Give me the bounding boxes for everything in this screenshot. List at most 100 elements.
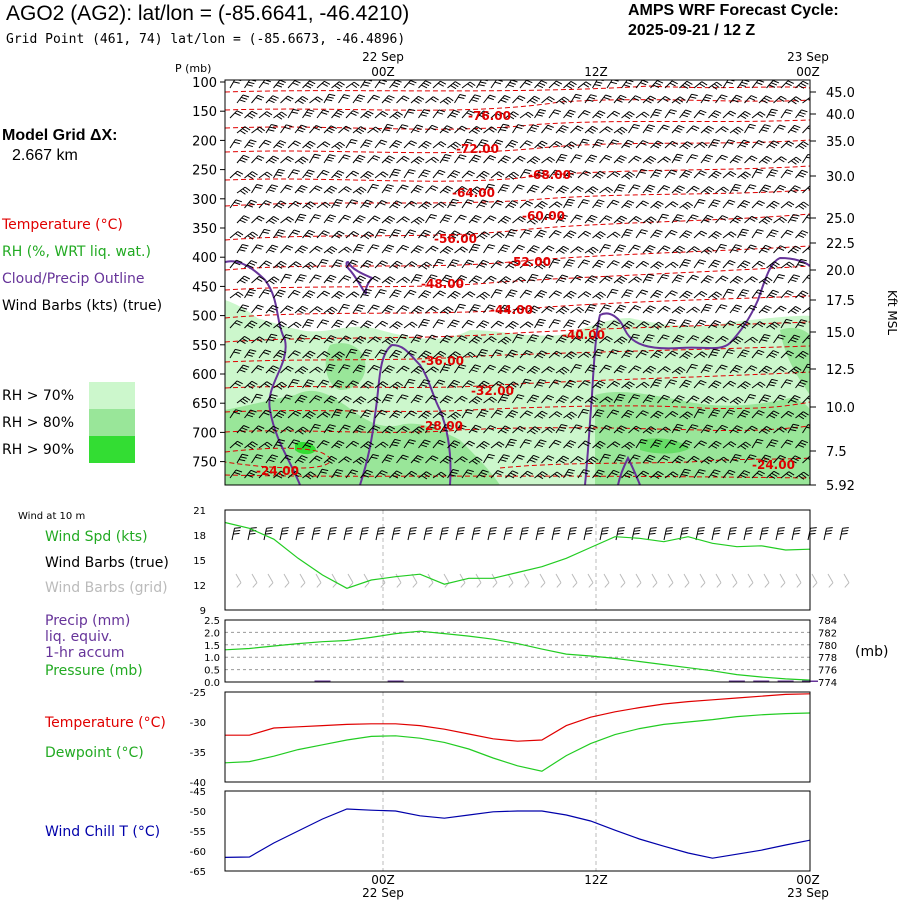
wind-barb-800 (229, 380, 243, 389)
wind-barb-951 (686, 424, 699, 434)
wind-barb-905 (592, 409, 605, 419)
wind-barb-57 (483, 94, 496, 104)
wind-barb-361 (251, 215, 265, 224)
wind-barb-960 (229, 440, 244, 449)
wind-barb-754 (722, 349, 735, 359)
top-time-label-1: 12Z (584, 65, 608, 79)
wind-barb-1076 (751, 470, 765, 479)
wind-barb-618 (497, 304, 511, 314)
wind-barb-1074 (722, 469, 736, 479)
wind-barb-356 (751, 200, 765, 209)
pressure-tick-780: 780 (818, 641, 837, 652)
wind-barb-879 (802, 395, 810, 404)
wind-barb-53 (425, 96, 439, 104)
wind-barb-381 (541, 213, 553, 224)
top-time-label-0: 00Z (371, 65, 395, 79)
wind-barb-824 (577, 380, 591, 389)
wind-barb-834 (722, 380, 737, 389)
temperature-legend-label: Temperature (°C) (2, 217, 123, 233)
wind-barb-357 (766, 200, 780, 209)
wind-barb-527 (338, 275, 352, 284)
pressure-tick-776: 776 (818, 666, 837, 677)
wind-barb-1042 (258, 470, 272, 479)
wind-barb-566 (316, 290, 331, 299)
wind-barb-892 (403, 410, 417, 419)
wind-barb-514 (722, 260, 736, 269)
wind-barb-1061 (534, 471, 548, 480)
wind-barb-89 (360, 110, 374, 119)
wind-barb-571 (389, 289, 402, 299)
wind-barb-830 (664, 379, 677, 389)
wind-barb-226 (613, 155, 627, 164)
wind-barb-369 (367, 215, 381, 224)
wind-barb-51 (396, 95, 410, 104)
wind-barb-290 (381, 184, 394, 194)
wind-barb-867 (628, 394, 641, 404)
wind10m-tick-15: 15 (193, 556, 206, 567)
wind-barb-487 (331, 259, 344, 269)
wind-barb-433 (708, 230, 722, 240)
wind-barb-498 (490, 260, 504, 269)
contour-label-36: -36.00 (421, 354, 464, 368)
wind-barb-115 (737, 110, 751, 120)
wind-barb-170 (374, 139, 388, 149)
wind-barb-847 (338, 395, 352, 404)
wind-barb-549 (657, 274, 670, 284)
wind10m-barb-20 (551, 527, 561, 541)
wind-barb-908 (635, 410, 649, 419)
wind-barb-78 (787, 96, 802, 105)
wind-barb-888 (345, 409, 358, 419)
wind-barb-1002 (265, 454, 279, 464)
wind10m-barb-1 (247, 527, 257, 541)
wind-barb-189 (650, 140, 664, 149)
wind-barb-472 (700, 246, 715, 255)
wind-barb-583 (563, 290, 577, 299)
wind-barb-1037 (773, 455, 787, 464)
wind-barb-117 (766, 108, 778, 119)
wind-barb-856 (468, 396, 483, 405)
wind-barb-984 (577, 440, 591, 449)
wind-barb-581 (534, 290, 548, 299)
height-tick-20.0: 20.0 (826, 264, 855, 279)
wind-barb-530 (381, 276, 396, 285)
wind-barb-388 (642, 216, 657, 225)
wind10m-yaxis: 21 18 15 12 9 (193, 506, 206, 617)
wind-barb-106 (606, 110, 621, 119)
wind-barb-461 (541, 245, 555, 254)
wind-barb-405 (302, 229, 315, 239)
wind-barb-370 (381, 215, 396, 224)
wind-barb-803 (273, 381, 287, 390)
wind-barb-417 (476, 231, 490, 240)
wind-barb-151 (686, 125, 700, 134)
wind-barb-39 (795, 80, 809, 89)
wind-barb-925 (309, 423, 321, 434)
wind-barb-111 (679, 109, 692, 119)
wind-barb-930 (381, 425, 396, 434)
wind-barb-844 (294, 394, 308, 404)
wind-barb-682 (265, 333, 278, 344)
wind-barb-658 (490, 320, 505, 329)
precip-tick-2.5: 2.5 (204, 616, 220, 627)
wind-barb-941 (541, 426, 555, 434)
wind-barb-10 (374, 80, 387, 89)
wind-barb-247 (331, 170, 345, 179)
wind-barb-614 (439, 306, 454, 315)
wind-barb-881 (244, 409, 257, 419)
wind-barb-727 (331, 351, 345, 360)
wind-barb-626 (613, 304, 627, 314)
wind-barb-506 (606, 260, 620, 269)
wind-barb-210 (381, 155, 395, 164)
wind-barb-298 (497, 184, 510, 194)
wind-barb-434 (722, 231, 737, 239)
wind-barb-1073 (708, 469, 721, 479)
wind-barb-281 (251, 184, 264, 194)
height-tick-30.0: 30.0 (826, 170, 855, 185)
wind-barb-156 (758, 124, 771, 134)
wind-barb-131 (396, 124, 409, 134)
wind-barb-125 (309, 125, 323, 134)
wind-barb-365 (309, 214, 322, 224)
wind-barb-692 (410, 334, 423, 344)
wind-barb-546 (613, 275, 628, 285)
wind-barb-865 (599, 396, 613, 404)
wind-barb-619 (512, 305, 526, 314)
